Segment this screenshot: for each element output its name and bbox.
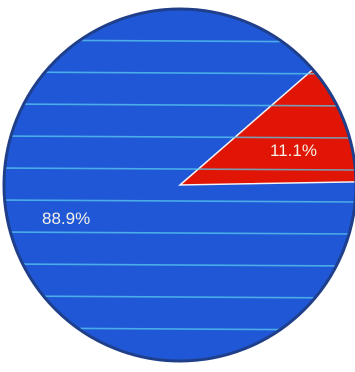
- pie-labels: 88.9% 11.1%: [42, 141, 317, 228]
- scanline: [4, 167, 355, 171]
- scanline: [4, 231, 355, 235]
- pie-slices: [4, 9, 355, 361]
- pie-outline: [2, 7, 355, 363]
- scanline: [4, 263, 355, 267]
- scanline: [4, 327, 355, 331]
- slice-label-large: 88.9%: [42, 209, 90, 228]
- scanline: [4, 39, 355, 43]
- slice-label-small: 11.1%: [270, 141, 317, 160]
- scanline: [4, 71, 355, 75]
- scanline: [4, 135, 355, 139]
- scanline: [4, 103, 355, 107]
- scanline: [4, 199, 355, 203]
- scanline: [4, 295, 355, 299]
